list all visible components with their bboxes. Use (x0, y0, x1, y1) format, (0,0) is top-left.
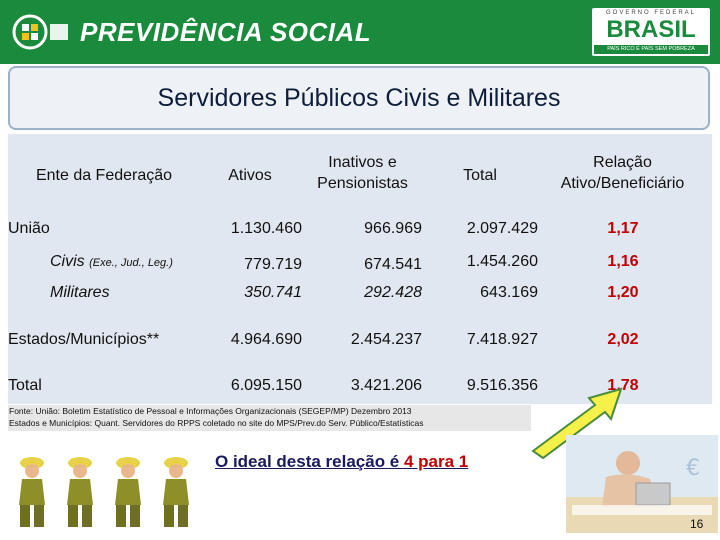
cell-inativos-militares: 292.428 (364, 284, 422, 301)
cell-relacao-estados: 2,02 (607, 331, 639, 348)
worker-figure-icon (115, 457, 141, 527)
source-note: Fonte: União: Boletim Estatístico de Pes… (8, 405, 531, 431)
source-line-2: Estados e Municípios: Quant. Servidores … (9, 418, 424, 428)
cell-ativos-uniao: 1.130.460 (230, 220, 302, 237)
cell-total-estados: 7.418.927 (466, 331, 538, 348)
worker-figure-icon (67, 457, 93, 527)
gov-logo-top: GOVERNO FEDERAL (605, 10, 696, 16)
cell-relacao-civis: 1,16 (607, 253, 639, 270)
cell-inativos-total: 3.421.206 (350, 377, 422, 394)
cell-ativos-estados: 4.964.690 (230, 331, 302, 348)
ideal-highlight: 4 para 1 (403, 452, 469, 471)
title-box (8, 66, 710, 130)
up-arrow-icon (531, 387, 623, 460)
header-ente: Ente da Federação (35, 167, 173, 184)
brand-title: PREVIDÊNCIA SOCIAL (80, 17, 372, 47)
civis-label: Civis (50, 253, 85, 270)
cell-total-uniao: 2.097.429 (466, 220, 538, 237)
cell-relacao-militares: 1,20 (607, 284, 639, 301)
gov-logo-slogan: PAÍS RICO É PAÍS SEM POBREZA (594, 45, 708, 54)
row-label-estados: Estados/Municípios** (8, 331, 160, 348)
header-inativos: Inativos e Pensionistas (317, 154, 408, 192)
header-bar: PREVIDÊNCIA SOCIAL GOVERNO FEDERAL BRASI… (0, 0, 720, 64)
retiree-beach-image: € (566, 435, 718, 533)
governo-federal-logo: GOVERNO FEDERAL BRASIL PAÍS RICO É PAÍS … (592, 8, 710, 56)
row-label-total: Total (8, 377, 42, 394)
ideal-text: O ideal desta relação é (215, 452, 404, 471)
cell-total-militares: 643.169 (480, 284, 538, 301)
header-total: Total (463, 167, 497, 184)
cell-total-total: 9.516.356 (466, 377, 538, 394)
cell-inativos-estados: 2.454.237 (350, 331, 422, 348)
header-ativos: Ativos (228, 167, 272, 184)
cell-ativos-total: 6.095.150 (230, 377, 302, 394)
worker-figure-icon (163, 457, 189, 527)
page-title: Servidores Públicos Civis e Militares (157, 84, 561, 112)
civis-label-detail: (Exe., Jud., Leg.) (89, 257, 173, 269)
row-label-civis: Civis (Exe., Jud., Leg.) (50, 253, 173, 271)
data-table (8, 134, 712, 404)
source-line-1: Fonte: União: Boletim Estatístico de Pes… (9, 406, 412, 416)
cell-total-civis: 1.454.260 (466, 253, 538, 270)
worker-figure-icon (19, 457, 45, 527)
previdencia-logo-icon (12, 14, 68, 50)
cell-relacao-uniao: 1,17 (607, 220, 639, 237)
ideal-ratio-text: O ideal desta relação é 4 para 1 (215, 452, 468, 472)
cell-ativos-civis: 779.719 (244, 256, 302, 273)
row-label-uniao: União (8, 220, 50, 237)
row-label-militares: Militares (50, 284, 110, 301)
gov-logo-brasil: BRASIL (606, 16, 696, 43)
svg-text:€: € (686, 456, 700, 481)
cell-ativos-militares: 350.741 (244, 284, 302, 301)
page-number: 16 (690, 517, 704, 531)
cell-inativos-civis: 674.541 (364, 256, 422, 273)
header-relacao: Relação Ativo/Beneficiário (560, 154, 685, 192)
cell-inativos-uniao: 966.969 (364, 220, 422, 237)
